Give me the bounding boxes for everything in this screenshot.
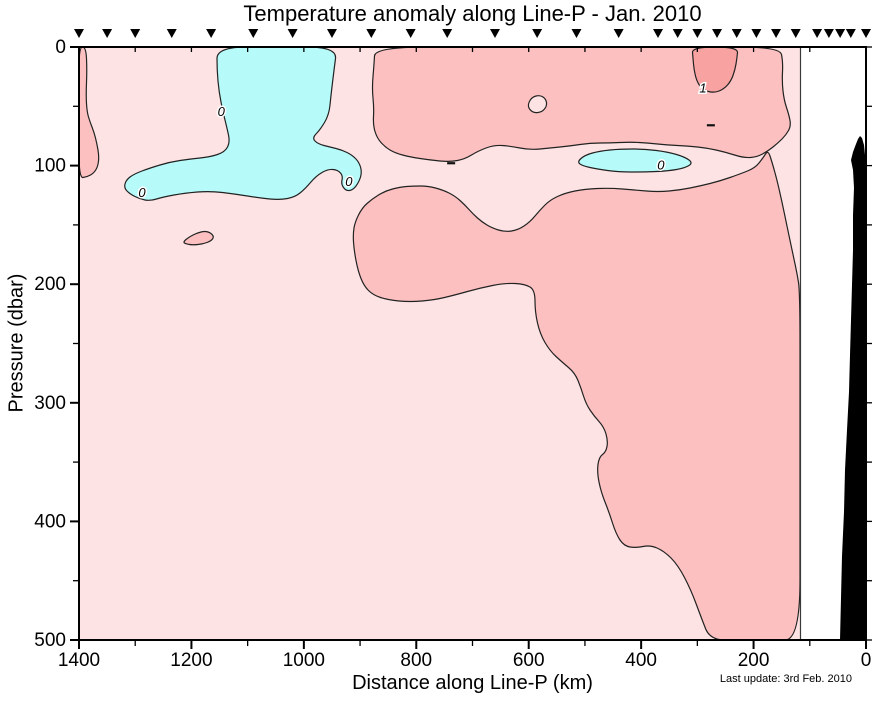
contour-value-label: 0 [657,158,665,173]
contour-region-warm-blob [691,46,739,93]
x-tick-label: 800 [400,650,432,671]
contour-region-medium-small-lens [183,230,214,246]
station-marker-triangle [812,29,823,38]
station-marker-triangle [613,29,624,38]
contour-value-label: 0 [138,185,146,200]
bathymetry-silhouette [840,136,866,640]
station-marker-triangle [74,29,84,38]
station-marker-triangle [130,29,141,38]
y-axis-title: Pressure (dbar) [5,273,28,413]
y-tick-label: 0 [55,37,66,58]
x-tick-label: 1000 [283,650,325,671]
station-marker-triangle [672,29,683,38]
station-marker-triangle [835,29,846,38]
x-tick-label: 0 [861,650,872,671]
x-tick-label: 200 [738,650,770,671]
contour-region-pale-hole [527,95,548,114]
station-marker-triangle [248,29,259,38]
x-tick-label: 1400 [58,650,100,671]
y-tick-label: 400 [34,511,66,532]
station-marker-triangle [653,29,664,38]
y-tick-label: 100 [34,156,66,177]
station-marker-triangle [571,29,582,38]
station-marker-triangle [102,29,113,38]
y-tick-label: 200 [34,274,66,295]
contour-region-medium-top [371,46,791,162]
station-marker-triangle [692,29,703,38]
station-marker-triangle [771,29,782,38]
contour-region-negative-main [124,46,362,201]
station-marker-triangle [845,29,856,38]
last-update-note: Last update: 3rd Feb. 2010 [719,673,852,685]
station-marker-triangle [366,29,377,38]
x-tick-label: 1200 [170,650,212,671]
station-marker-triangle [861,29,871,38]
contour-value-label: 0 [218,104,226,119]
station-marker-triangle [731,29,742,38]
contour-region-negative-lens [578,148,692,173]
station-marker-triangle [166,29,177,38]
y-tick-label: 300 [34,393,66,414]
x-tick-label: 400 [625,650,657,671]
station-marker-triangle [823,29,834,38]
station-marker-triangle [287,29,298,38]
y-tick-label: 500 [34,630,66,651]
station-marker-triangle [489,29,500,38]
contour-value-label: 0 [345,174,353,189]
station-marker-triangle [790,29,801,38]
contour-region-medium-bottom [352,151,801,641]
station-marker-triangle [206,29,217,38]
station-marker-triangle [532,29,543,38]
contour-value-label: 1 [699,81,706,96]
station-marker-triangle [442,29,453,38]
station-marker-triangle [405,29,416,38]
station-marker-triangle [712,29,723,38]
x-axis-title: Distance along Line-P (km) [352,672,593,694]
chart-title: Temperature anomaly along Line-P - Jan. … [243,1,702,26]
station-marker-triangle [326,29,337,38]
x-tick-label: 600 [513,650,545,671]
station-marker-triangle [751,29,762,38]
